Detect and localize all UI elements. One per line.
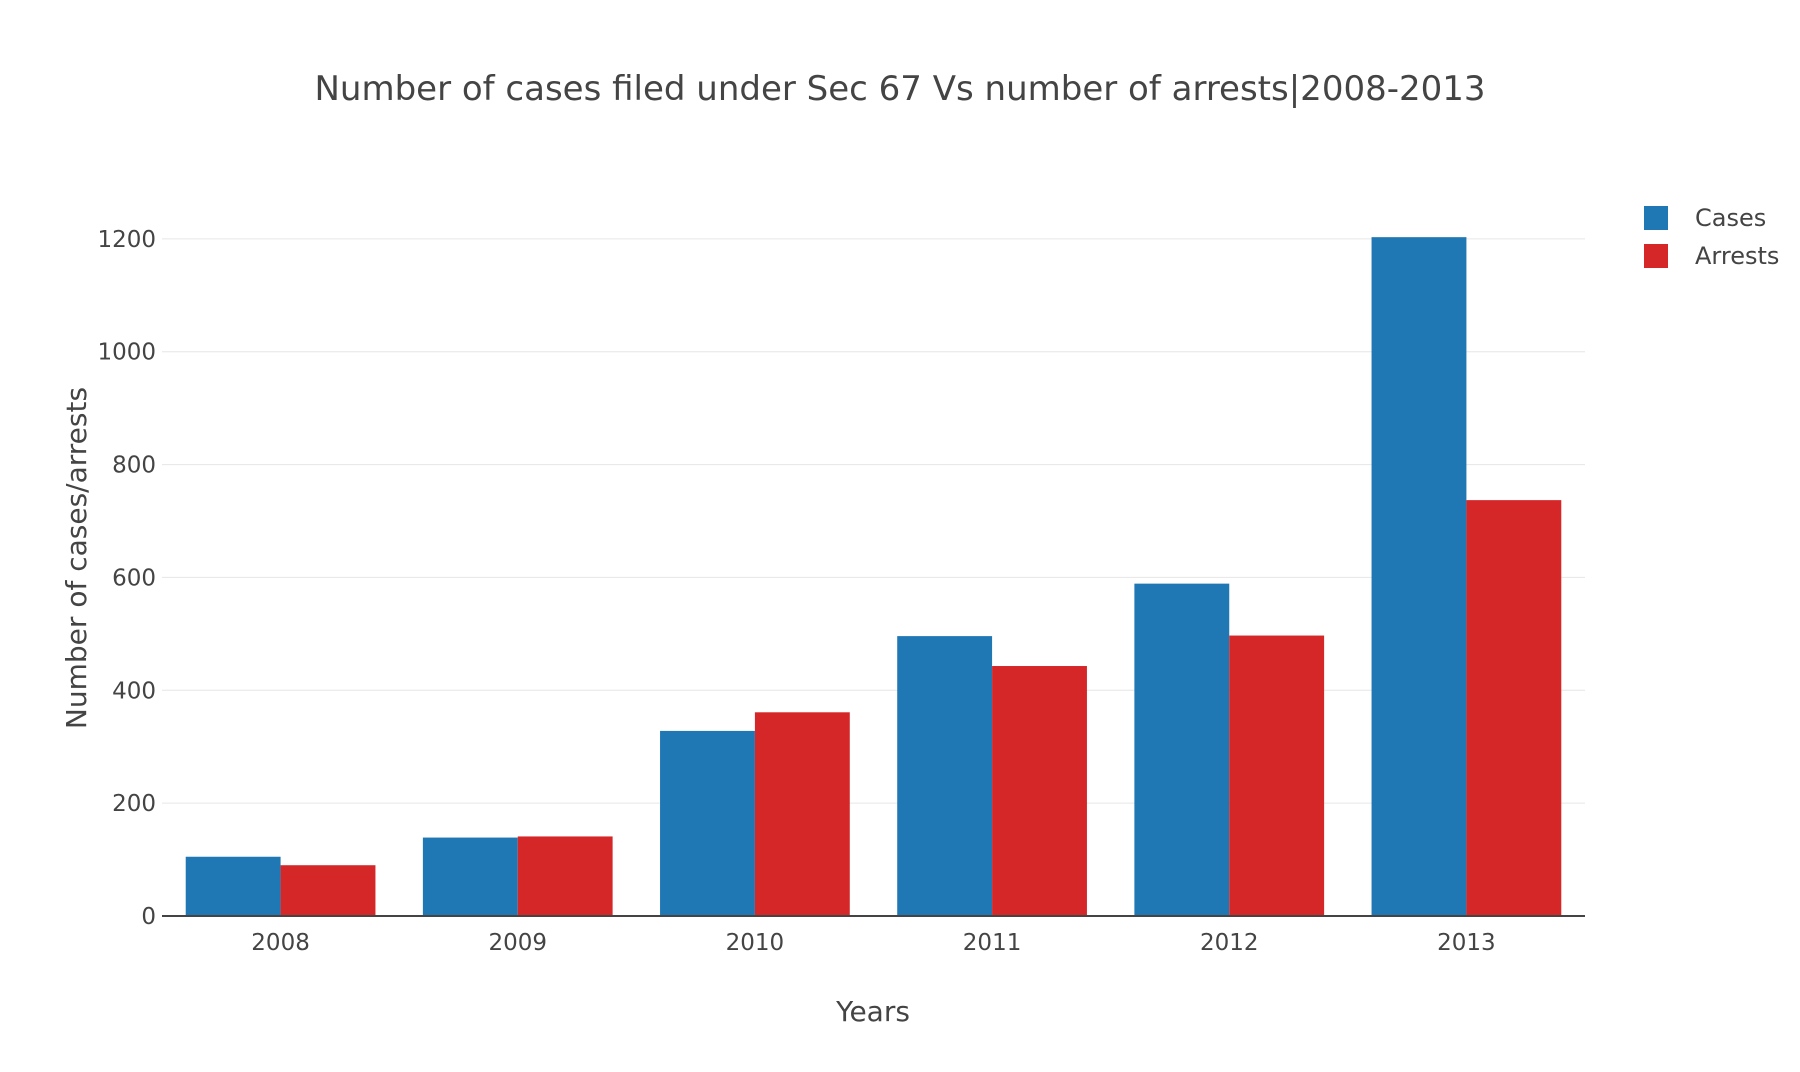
bar-arrests-2009[interactable]: [517, 836, 613, 916]
legend[interactable]: Cases Arrests: [1644, 204, 1779, 270]
bar-arrests-2012[interactable]: [1229, 635, 1325, 916]
bar-arrests-2011[interactable]: [992, 666, 1087, 916]
legend-item-cases[interactable]: Cases: [1644, 204, 1766, 232]
y-tick-label: 800: [112, 453, 156, 479]
legend-swatch: [1644, 244, 1668, 268]
y-tick-label: 0: [141, 904, 156, 930]
x-tick-label: 2013: [1437, 930, 1496, 956]
x-tick-label: 2011: [963, 930, 1022, 956]
legend-item-arrests[interactable]: Arrests: [1644, 242, 1779, 270]
x-tick-labels: 2008 2009 2010 2011 2012 2013: [251, 930, 1495, 956]
legend-swatch: [1644, 206, 1668, 230]
x-axis-title: Years: [835, 995, 910, 1028]
gridlines: [162, 238, 1585, 804]
chart-title: Number of cases filed under Sec 67 Vs nu…: [314, 69, 1485, 109]
bar-cases-2009[interactable]: [422, 837, 518, 916]
y-tick-labels: 0 200 400 600 800 1000 1200: [97, 227, 156, 930]
y-tick-label: 400: [112, 678, 156, 704]
bar-arrests-2010[interactable]: [754, 712, 850, 916]
y-tick-label: 600: [112, 565, 156, 591]
bar-cases-2010[interactable]: [660, 730, 755, 916]
bar-arrests-2008[interactable]: [280, 865, 376, 916]
y-axis-title: Number of cases/arrests: [60, 387, 93, 729]
y-tick-label: 1000: [97, 340, 156, 366]
x-tick-label: 2010: [726, 930, 785, 956]
x-tick-label: 2008: [251, 930, 310, 956]
x-tick-label: 2009: [488, 930, 547, 956]
bar-arrests-2013[interactable]: [1466, 500, 1562, 916]
bars: [185, 237, 1562, 916]
legend-label: Cases: [1695, 204, 1766, 232]
legend-label: Arrests: [1695, 242, 1779, 270]
bar-cases-2008[interactable]: [185, 856, 281, 916]
bar-cases-2011[interactable]: [897, 636, 993, 916]
y-tick-label: 200: [112, 791, 156, 817]
x-tick-label: 2012: [1200, 930, 1259, 956]
bar-cases-2013[interactable]: [1371, 237, 1467, 916]
bar-cases-2012[interactable]: [1134, 583, 1230, 916]
y-tick-label: 1200: [97, 227, 156, 253]
